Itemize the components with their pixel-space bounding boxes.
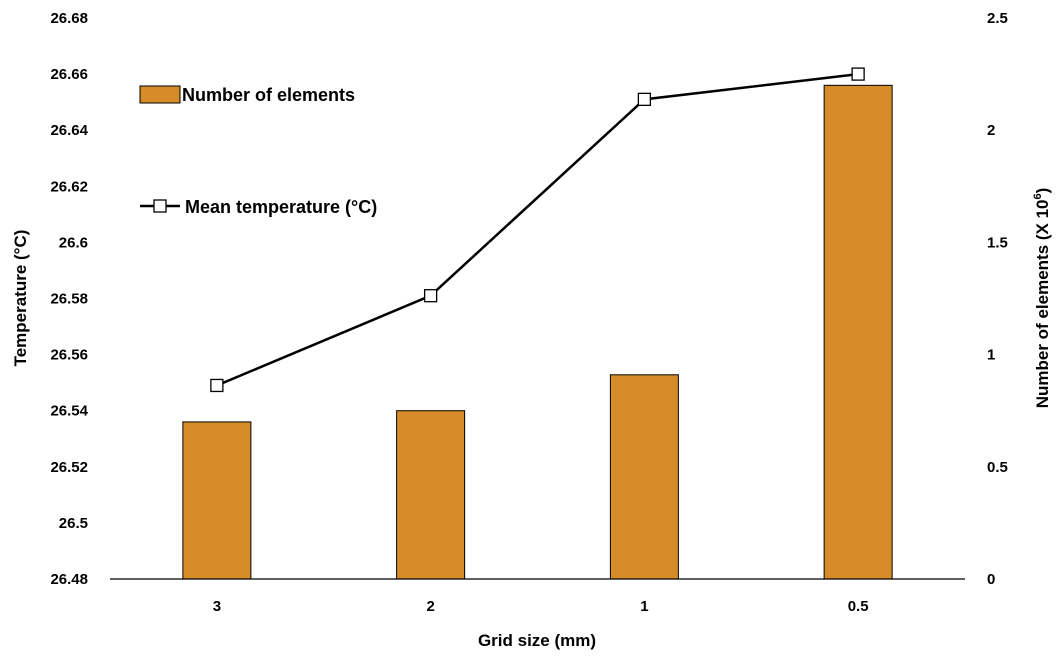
x-axis-title: Grid size (mm) <box>478 631 596 650</box>
y-tick-label: 26.5 <box>59 515 88 532</box>
y2-tick-label: 2 <box>987 122 995 139</box>
y2-tick-label: 2.5 <box>987 10 1008 27</box>
y-tick-label: 26.56 <box>50 347 88 364</box>
point-2 <box>423 289 438 303</box>
y-tick-label: 26.52 <box>50 459 88 476</box>
y-tick-label: 26.48 <box>50 571 88 588</box>
line-series <box>210 67 865 393</box>
y2-axis-title-exponent: 6 <box>1032 193 1044 199</box>
mean-temperature-line <box>216 72 859 387</box>
x-axis-ticks: 3 2 1 0.5 <box>213 598 869 615</box>
legend-label-number-of-elements: Number of elements <box>182 85 355 105</box>
y2-axis-title: Number of elements (X 106) <box>1032 188 1052 409</box>
bar-series <box>182 84 893 580</box>
bar-2 <box>396 410 466 580</box>
y-tick-label: 26.58 <box>50 291 88 308</box>
y2-axis-title-main: Number of elements (X 10 <box>1033 200 1052 409</box>
y-tick-label: 26.68 <box>50 10 88 27</box>
bar-1 <box>609 374 679 580</box>
left-axis-ticks: 26.48 26.5 26.52 26.54 26.56 26.58 26.6 26.62 26… <box>50 10 88 588</box>
legend-label-mean-temperature: Mean temperature (°C) <box>185 197 377 217</box>
point-1 <box>637 92 652 106</box>
y-tick-label: 26.66 <box>50 66 88 83</box>
y2-tick-label: 1 <box>987 347 995 364</box>
right-axis-ticks: 0 0.5 1 1.5 2 2.5 <box>987 10 1008 588</box>
x-tick-label: 2 <box>426 598 434 615</box>
point-0.5 <box>851 67 865 81</box>
legend: Number of elements Mean temperature (°C) <box>139 85 377 217</box>
bar-3 <box>182 421 252 580</box>
y-tick-label: 26.64 <box>50 122 88 139</box>
x-tick-label: 1 <box>640 598 648 615</box>
y-tick-label: 26.54 <box>50 403 88 420</box>
y2-axis-title-close: ) <box>1033 188 1052 194</box>
legend-swatch-number-of-elements <box>139 85 181 104</box>
y-axis-title: Temperature (°C) <box>11 230 30 367</box>
legend-marker-mean-temperature <box>153 199 167 213</box>
bar-0.5 <box>823 84 893 580</box>
x-tick-label: 0.5 <box>848 598 869 615</box>
point-3 <box>210 378 224 393</box>
x-tick-label: 3 <box>213 598 221 615</box>
y2-tick-label: 0 <box>987 571 995 588</box>
y2-tick-label: 0.5 <box>987 459 1008 476</box>
y-tick-label: 26.6 <box>59 234 88 251</box>
y2-tick-label: 1.5 <box>987 234 1008 251</box>
y-tick-label: 26.62 <box>50 178 88 195</box>
